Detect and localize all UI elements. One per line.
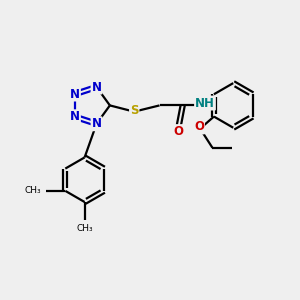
Text: CH₃: CH₃: [76, 224, 93, 233]
Text: S: S: [130, 104, 139, 117]
Text: NH: NH: [195, 97, 215, 110]
Text: N: N: [92, 80, 101, 94]
Text: N: N: [92, 117, 101, 130]
Text: N: N: [70, 88, 80, 100]
Text: N: N: [70, 110, 80, 123]
Text: O: O: [194, 121, 204, 134]
Text: CH₃: CH₃: [25, 186, 41, 195]
Text: O: O: [173, 125, 183, 138]
